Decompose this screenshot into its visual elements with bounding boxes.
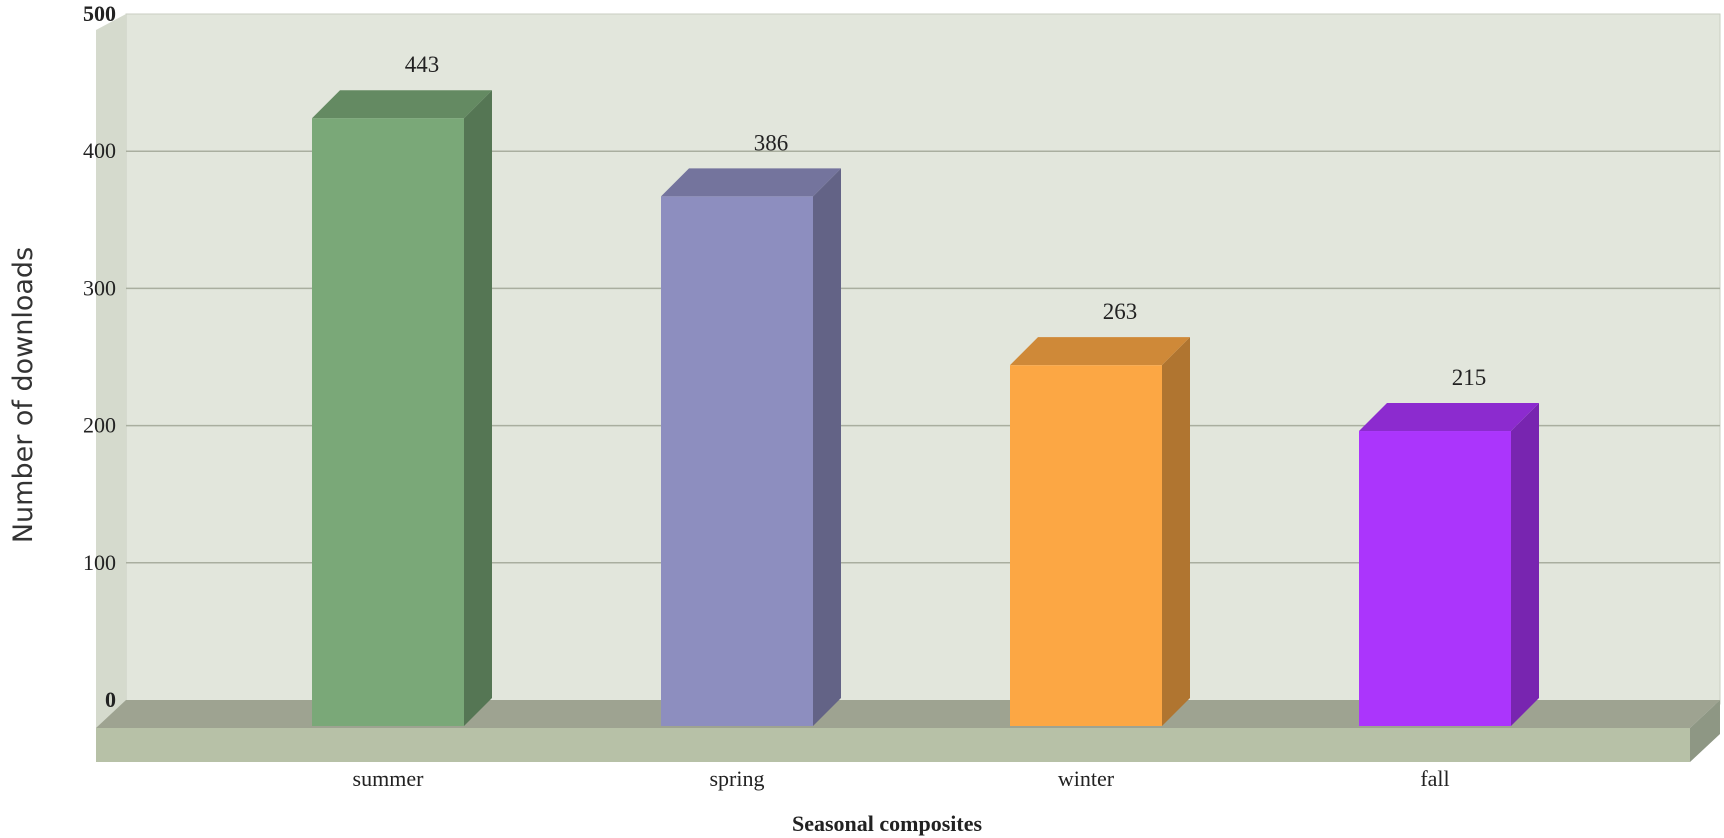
bar-winter [1010, 337, 1190, 726]
value-labels: 443 386 263 215 [405, 52, 1487, 390]
bar-fall [1359, 403, 1539, 726]
bar-top [1010, 337, 1190, 366]
y-axis-ticks: 0 100 200 300 400 500 [83, 1, 116, 712]
value-label-summer: 443 [405, 52, 440, 77]
y-tick-label: 400 [83, 138, 116, 163]
floor-front [96, 728, 1690, 762]
bar-top [312, 90, 492, 119]
bars [312, 90, 1539, 727]
x-tick-label-winter: winter [1058, 766, 1115, 791]
x-tick-label-spring: spring [710, 766, 765, 791]
bar-top [1359, 403, 1539, 432]
bar-front [661, 196, 813, 726]
value-label-spring: 386 [754, 130, 789, 155]
floor-side [1690, 700, 1720, 762]
floor-top [96, 700, 1720, 728]
x-axis-title: Seasonal composites [792, 811, 983, 836]
y-tick-label: 300 [83, 275, 116, 300]
y-tick-label: 200 [83, 413, 116, 438]
bar-side [813, 168, 841, 726]
bar-front [1010, 365, 1162, 726]
y-axis-title: Number of downloads [8, 247, 39, 543]
bar-summer [312, 90, 492, 727]
bar-spring [661, 168, 841, 726]
bar-side [464, 90, 492, 727]
y-tick-label: 500 [83, 1, 116, 26]
plot-left-wall [96, 14, 126, 730]
x-axis-ticks: summer spring winter fall [353, 766, 1450, 791]
y-tick-label: 100 [83, 550, 116, 575]
x-tick-label-summer: summer [353, 766, 425, 791]
bar-front [312, 118, 464, 727]
bar-top [661, 168, 841, 197]
bar-front [1359, 431, 1511, 726]
y-tick-label: 0 [105, 687, 116, 712]
bar-side [1511, 403, 1539, 726]
value-label-winter: 263 [1103, 299, 1138, 324]
value-label-fall: 215 [1452, 365, 1487, 390]
x-tick-label-fall: fall [1420, 766, 1449, 791]
bar-side [1162, 337, 1190, 726]
